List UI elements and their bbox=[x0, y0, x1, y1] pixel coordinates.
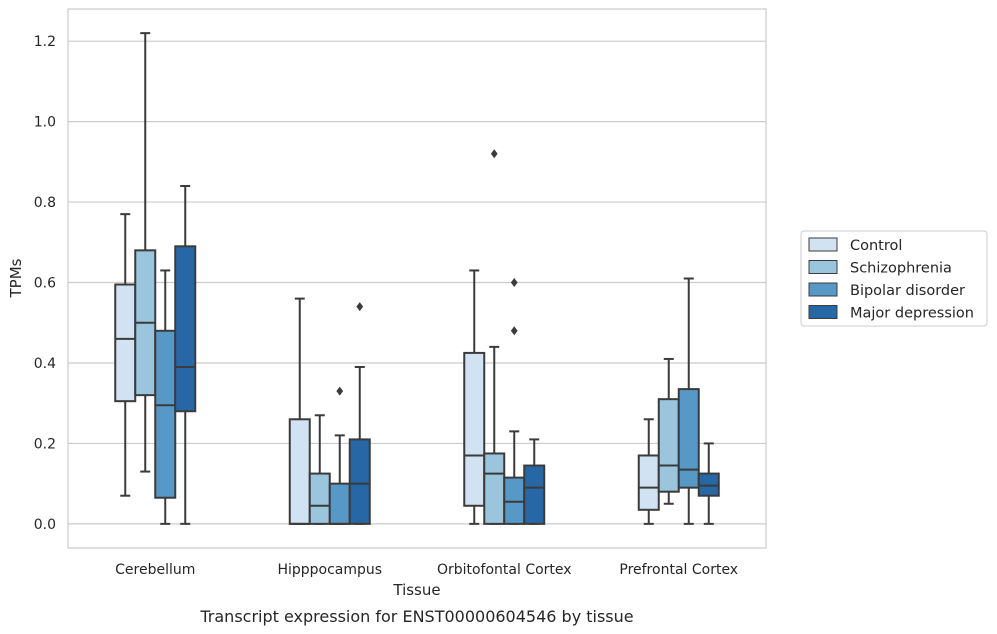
x-tick-label: Orbitofontal Cortex bbox=[437, 562, 572, 578]
box-control bbox=[114, 213, 137, 497]
x-axis-ticks: Cerebellum Hipppocampus Orbitofontal Corte… bbox=[115, 562, 738, 578]
box-iqr bbox=[308, 472, 331, 525]
legend-swatch bbox=[808, 237, 838, 252]
outlier-point bbox=[510, 326, 518, 336]
box-bipolar-disorder bbox=[677, 277, 700, 525]
box-iqr bbox=[483, 452, 506, 525]
box-iqr bbox=[154, 329, 177, 499]
x-tick-label: Hipppocampus bbox=[277, 562, 382, 578]
box-schizophrenia bbox=[657, 357, 680, 505]
x-axis-label: Tissue bbox=[392, 581, 440, 599]
box-iqr bbox=[348, 438, 371, 525]
chart-caption: Transcript expression for ENST0000060454… bbox=[199, 607, 633, 626]
legend-swatch bbox=[808, 260, 838, 274]
box-major-depression bbox=[174, 184, 197, 525]
x-tick-label: Cerebellum bbox=[115, 562, 195, 578]
box-iqr bbox=[503, 476, 526, 525]
legend-label: Bipolar disorder bbox=[850, 283, 965, 299]
legend-label: Schizophrenia bbox=[850, 261, 952, 277]
box-iqr bbox=[174, 245, 197, 413]
box-iqr bbox=[657, 398, 680, 493]
y-tick-label: 1.2 bbox=[34, 34, 56, 50]
legend-frame bbox=[800, 230, 988, 327]
box-bipolar-disorder bbox=[503, 278, 526, 525]
x-tick-label: Prefrontal Cortex bbox=[619, 562, 738, 578]
outlier-point bbox=[490, 149, 498, 159]
y-tick-label: 0.4 bbox=[34, 356, 56, 372]
y-tick-label: 0.8 bbox=[34, 195, 56, 211]
box-bipolar-disorder bbox=[154, 269, 177, 525]
boxes bbox=[114, 32, 720, 525]
legend-swatch bbox=[808, 282, 838, 297]
legend-items: Control Schizophrenia Bipolar disorder Majo… bbox=[808, 237, 974, 322]
plot-area-frame bbox=[67, 8, 767, 549]
box-iqr bbox=[697, 472, 720, 497]
box-major-depression bbox=[348, 302, 371, 525]
box-major-depression bbox=[523, 438, 546, 525]
box-iqr bbox=[328, 482, 351, 525]
box-major-depression bbox=[697, 442, 720, 525]
y-tick-label: 0.2 bbox=[34, 436, 56, 452]
box-iqr bbox=[637, 454, 660, 511]
legend-swatch bbox=[808, 305, 838, 319]
box-iqr bbox=[288, 418, 311, 525]
box-schizophrenia bbox=[483, 149, 506, 525]
legend-label: Control bbox=[850, 238, 902, 254]
box-control bbox=[637, 418, 660, 525]
legend: Control Schizophrenia Bipolar disorder Majo… bbox=[800, 230, 988, 327]
box-control bbox=[288, 297, 311, 525]
box-schizophrenia bbox=[308, 414, 331, 525]
box-bipolar-disorder bbox=[328, 386, 351, 525]
legend-label: Major depression bbox=[850, 306, 974, 322]
box-control bbox=[463, 269, 486, 525]
box-iqr bbox=[114, 283, 137, 403]
y-axis-label: TPMs bbox=[7, 258, 25, 298]
box-iqr bbox=[523, 464, 546, 525]
outlier-point bbox=[356, 302, 364, 312]
box-schizophrenia bbox=[134, 32, 157, 473]
y-tick-label: 0.0 bbox=[34, 517, 56, 533]
outlier-point bbox=[336, 386, 344, 396]
y-tick-label: 0.6 bbox=[34, 276, 56, 292]
y-tick-label: 1.0 bbox=[34, 115, 56, 131]
outlier-point bbox=[510, 278, 518, 288]
box-iqr bbox=[463, 351, 486, 507]
box-iqr bbox=[677, 388, 700, 489]
y-axis-ticks: 0.0 0.2 0.4 0.6 0.8 1.0 1.2 bbox=[34, 34, 56, 533]
